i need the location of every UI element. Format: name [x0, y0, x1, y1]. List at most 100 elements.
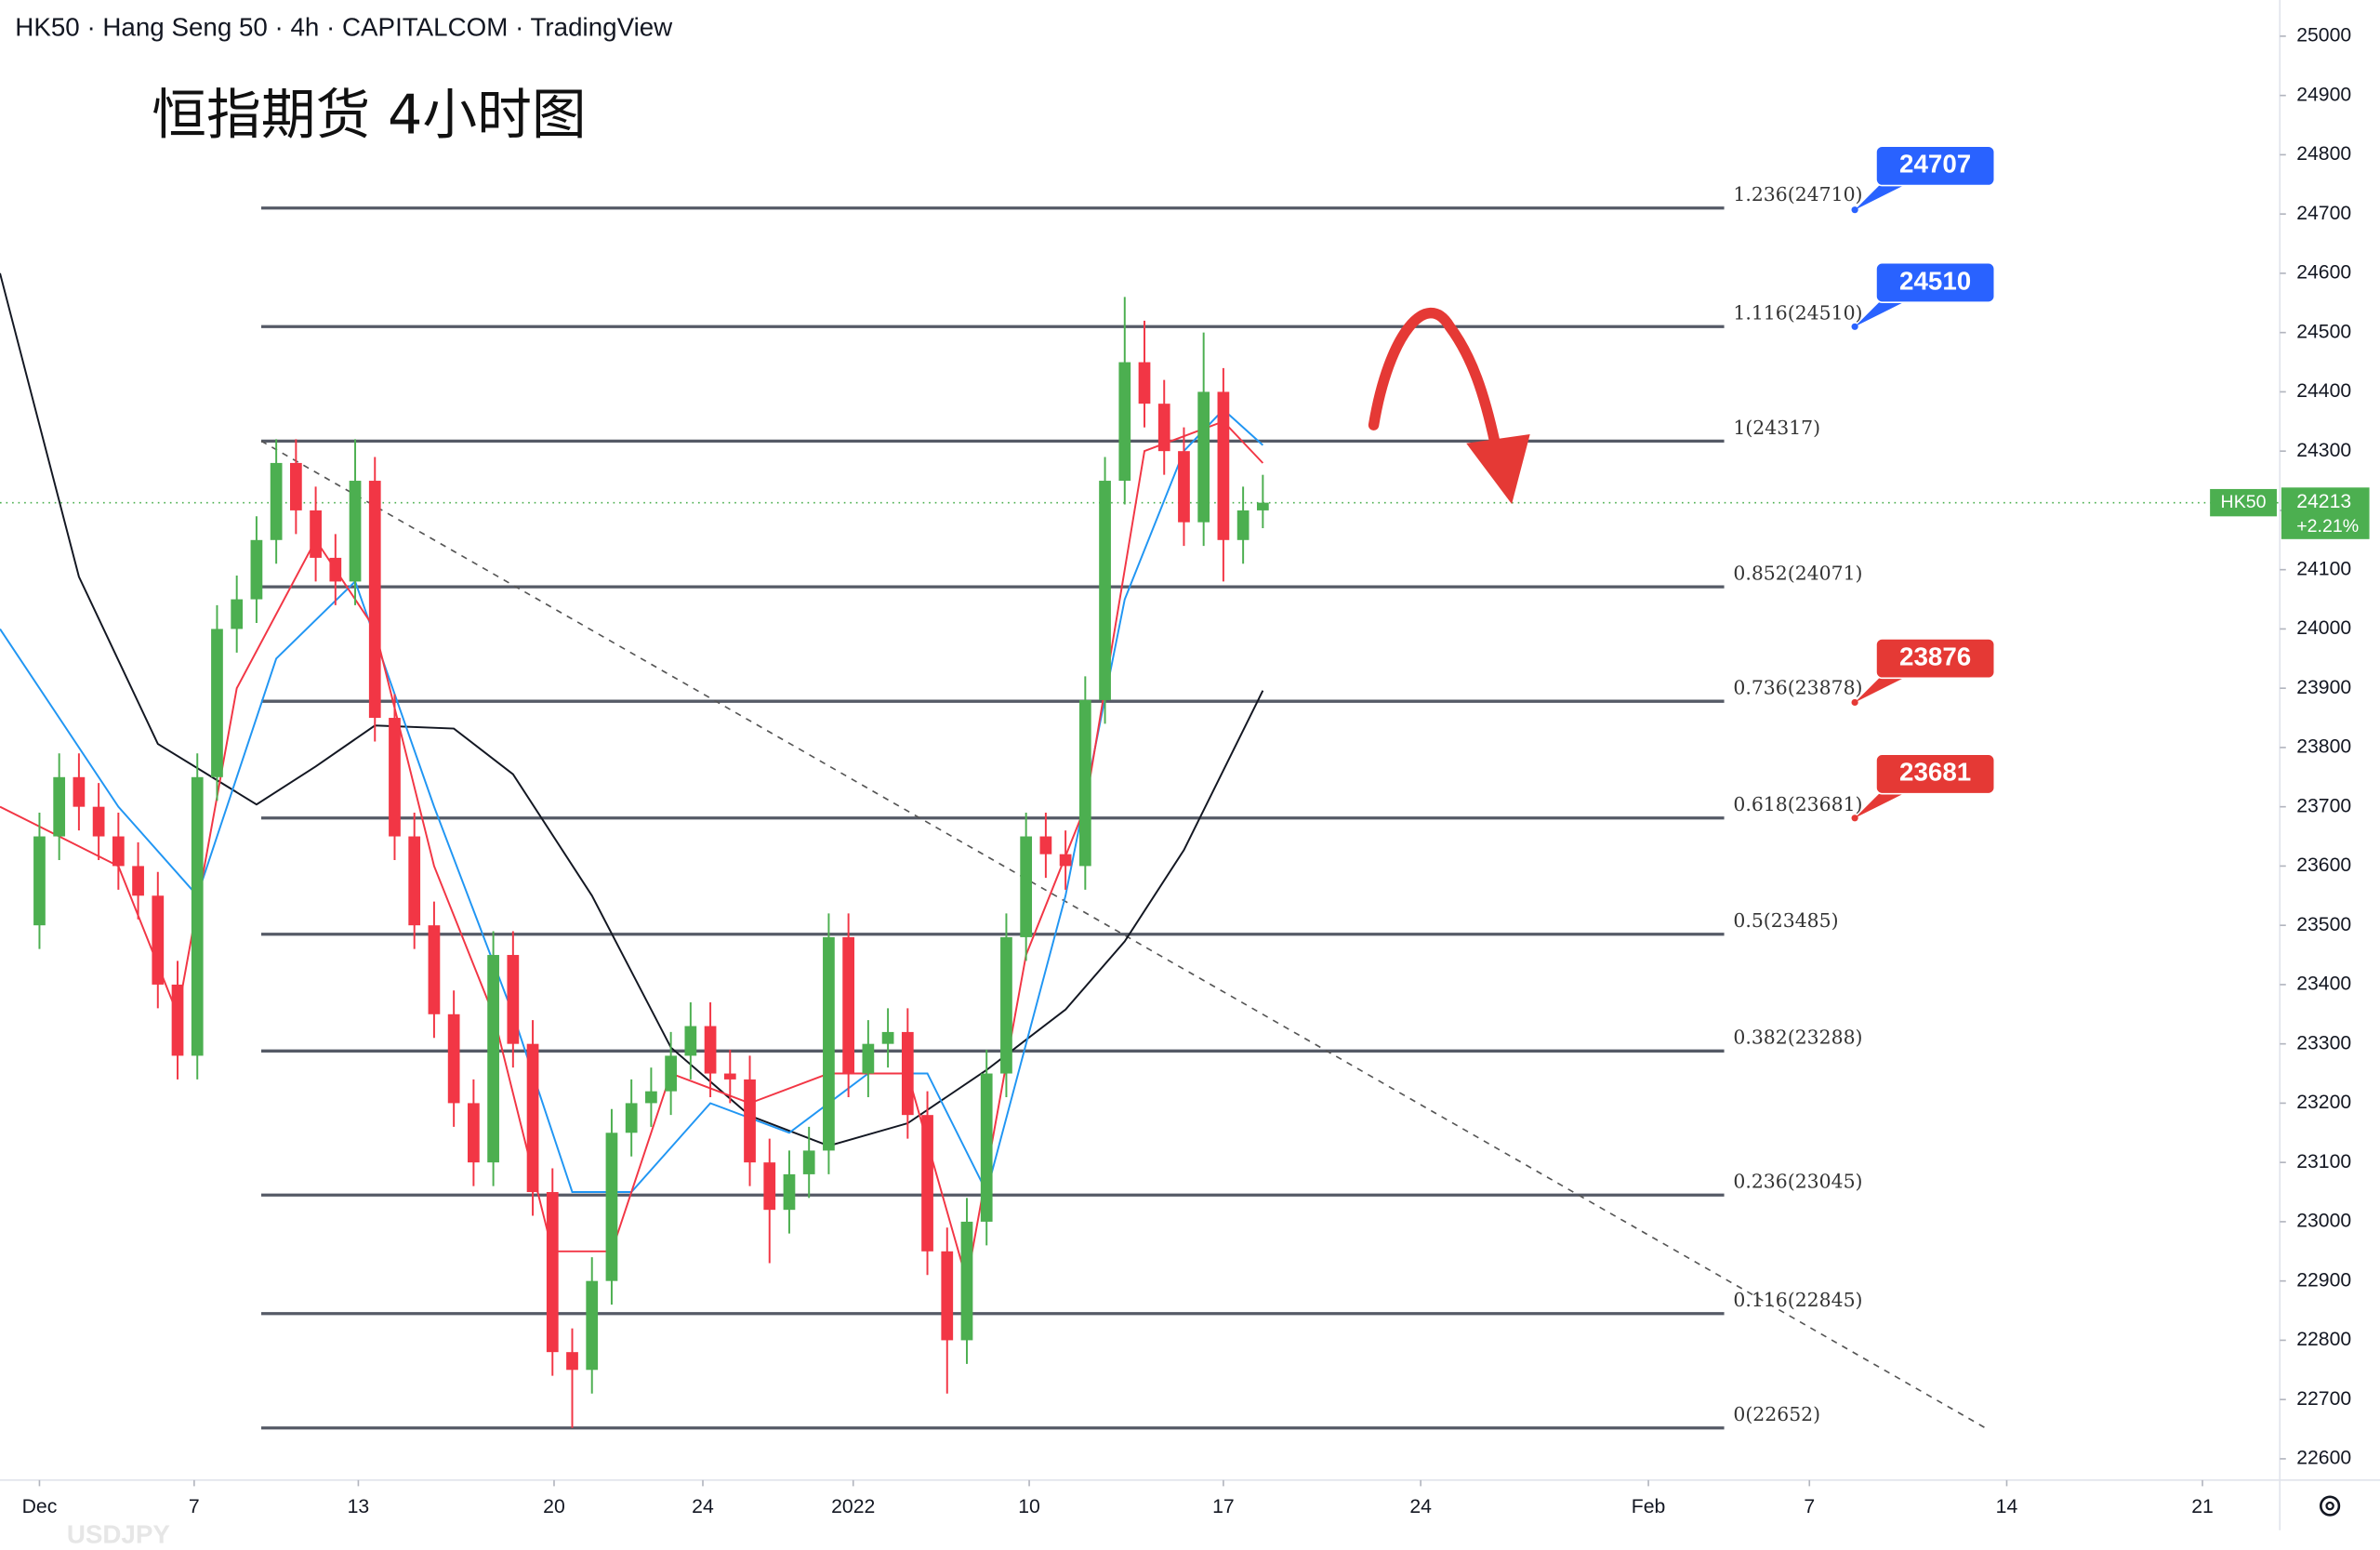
- candle-body: [645, 1091, 657, 1104]
- fib-label: 0.736(23878): [1733, 677, 1862, 699]
- candle-body: [92, 806, 105, 837]
- y-tick-label: 23500: [2296, 914, 2351, 935]
- callout-label: 24510: [1899, 266, 1971, 295]
- y-tick-label: 23600: [2296, 854, 2351, 876]
- candle-body: [1059, 854, 1072, 867]
- candle-body: [408, 836, 421, 926]
- candle-body: [783, 1173, 796, 1211]
- candle-body: [546, 1192, 559, 1353]
- x-tick-label: 14: [1996, 1496, 2018, 1517]
- candle-body: [53, 776, 66, 837]
- price-tag: [2281, 487, 2370, 539]
- candle-body: [704, 1026, 717, 1074]
- candle-body: [152, 895, 165, 985]
- x-tick-label: 24: [1409, 1496, 1432, 1517]
- candle-body: [1099, 481, 1111, 700]
- callout-label: 23681: [1899, 758, 1971, 787]
- callout-anchor: [1851, 323, 1858, 330]
- candle-body: [211, 629, 223, 777]
- moving-average: [0, 272, 1264, 1147]
- candle-body: [625, 1103, 638, 1133]
- x-tick-label: 24: [692, 1496, 714, 1517]
- fib-label: 0(22652): [1733, 1403, 1820, 1425]
- y-tick-label: 25000: [2296, 25, 2351, 46]
- y-tick-label: 23300: [2296, 1032, 2351, 1053]
- arrow-head: [1466, 433, 1530, 505]
- x-tick-label: 2022: [831, 1496, 875, 1517]
- callout-pointer: [1855, 298, 1910, 327]
- callout-box: [1875, 638, 1996, 680]
- candle-body: [329, 557, 342, 582]
- candle-body: [33, 836, 46, 926]
- candle-body: [862, 1043, 875, 1074]
- candle-body: [1000, 936, 1012, 1074]
- callout-box: [1875, 261, 1996, 303]
- callout-box: [1875, 753, 1996, 795]
- candle-body: [231, 599, 244, 629]
- candle-body: [1236, 510, 1250, 540]
- candle-body: [1217, 391, 1230, 540]
- callout-anchor: [1851, 698, 1858, 707]
- fib-label: 1.116(24510): [1733, 302, 1862, 325]
- settings-icon[interactable]: [2320, 1495, 2341, 1517]
- y-tick-label: 22600: [2296, 1448, 2351, 1469]
- candle-body: [802, 1150, 815, 1174]
- candle-body: [250, 539, 263, 600]
- fib-label: 0.382(23288): [1733, 1027, 1862, 1049]
- candle-body: [1256, 502, 1269, 510]
- fib-label: 0.5(23485): [1733, 909, 1838, 932]
- fib-label: 0.618(23681): [1733, 793, 1862, 815]
- x-tick-label: 10: [1018, 1496, 1040, 1517]
- candle-body: [723, 1073, 736, 1080]
- candle-body: [763, 1162, 776, 1211]
- candle-body: [665, 1055, 677, 1092]
- callout-anchor: [1851, 815, 1858, 822]
- watermark: USDJPY: [67, 1520, 171, 1549]
- candle-body: [901, 1031, 914, 1116]
- price-tag-change: +2.21%: [2296, 516, 2359, 537]
- candle-body: [941, 1251, 954, 1341]
- x-tick-label: 13: [348, 1496, 370, 1517]
- price-tag-value: 24213: [2296, 491, 2351, 512]
- candle-body: [1178, 451, 1190, 523]
- y-tick-label: 24300: [2296, 440, 2351, 461]
- candle-body: [447, 1013, 460, 1104]
- y-tick-label: 24900: [2296, 84, 2351, 105]
- y-tick-label: 23900: [2296, 677, 2351, 698]
- callout-box: [1875, 145, 1996, 187]
- y-tick-label: 22900: [2296, 1269, 2351, 1291]
- x-tick-label: 17: [1212, 1496, 1235, 1517]
- candle-body: [1138, 362, 1151, 404]
- candle-body: [191, 776, 204, 1056]
- y-tick-label: 24600: [2296, 262, 2351, 284]
- candle-body: [1157, 404, 1170, 452]
- candle-body: [171, 984, 184, 1056]
- fib-label: 1(24317): [1733, 417, 1820, 439]
- y-tick-label: 23200: [2296, 1092, 2351, 1113]
- trendline: [260, 440, 1986, 1429]
- fib-label: 0.852(24071): [1733, 563, 1862, 585]
- candle-body: [566, 1352, 578, 1371]
- candle-body: [823, 936, 835, 1151]
- y-tick-label: 24700: [2296, 203, 2351, 224]
- x-tick-label: 21: [2191, 1496, 2214, 1517]
- candle-body: [960, 1221, 973, 1341]
- x-tick-label: Feb: [1632, 1496, 1666, 1517]
- x-tick-label: Dec: [22, 1496, 58, 1517]
- callout-pointer: [1855, 790, 1910, 818]
- y-tick-label: 24100: [2296, 558, 2351, 579]
- y-tick-label: 23100: [2296, 1151, 2351, 1172]
- candle-body: [921, 1115, 933, 1252]
- candle-body: [980, 1073, 993, 1222]
- callout-pointer: [1855, 182, 1910, 210]
- candle-body: [487, 955, 499, 1163]
- candle-body: [1078, 699, 1091, 867]
- plot-area: 1.236(24710) 1.116(24510) 1(24317) 0.852(24…: [0, 183, 2281, 1430]
- candle-body: [73, 776, 86, 807]
- candle-body: [605, 1133, 618, 1281]
- fib-label: 0.116(22845): [1733, 1289, 1862, 1311]
- candle-body: [1039, 836, 1052, 854]
- y-tick-label: 24800: [2296, 143, 2351, 165]
